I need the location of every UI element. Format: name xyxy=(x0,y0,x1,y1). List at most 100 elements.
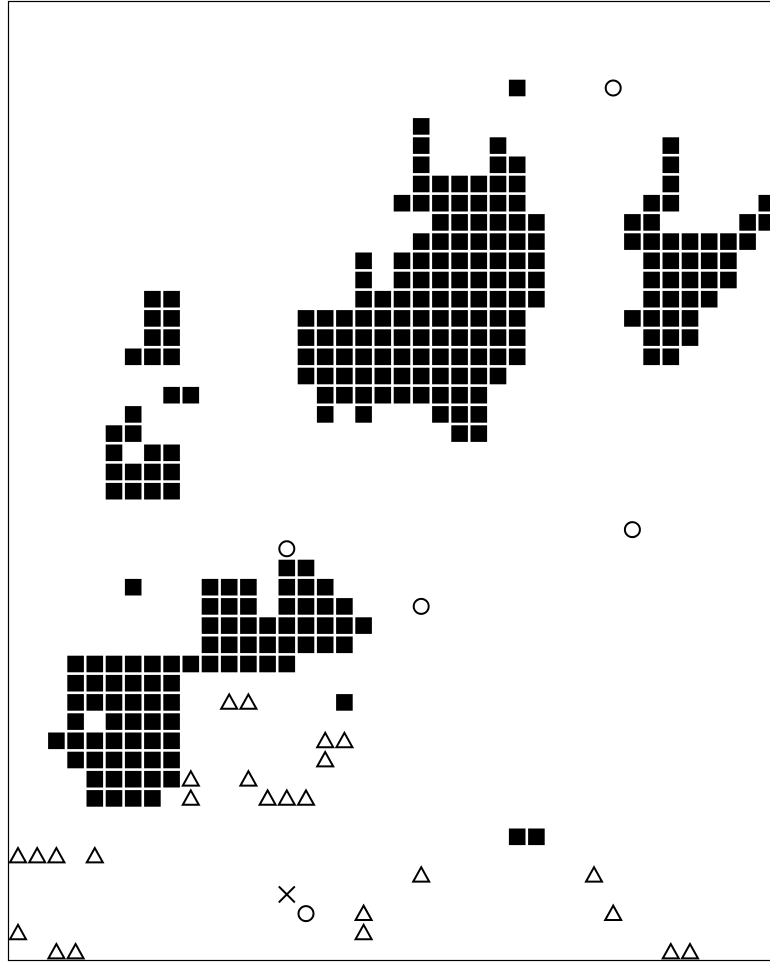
square-marker xyxy=(336,636,353,654)
square-marker xyxy=(86,674,104,692)
square-marker xyxy=(105,425,123,442)
square-marker xyxy=(508,156,526,174)
square-marker xyxy=(374,386,392,404)
square-marker xyxy=(508,194,526,212)
square-marker xyxy=(297,617,315,634)
square-marker xyxy=(451,271,468,289)
triangle-marker xyxy=(238,769,259,787)
square-marker xyxy=(182,655,200,673)
square-marker xyxy=(393,386,411,404)
square-marker xyxy=(643,290,660,308)
square-marker xyxy=(144,290,161,308)
square-marker xyxy=(432,367,449,385)
square-marker xyxy=(201,617,219,634)
circle-marker xyxy=(604,79,622,97)
square-marker xyxy=(278,598,296,615)
square-marker xyxy=(489,367,507,385)
square-marker xyxy=(393,252,411,270)
square-marker xyxy=(662,137,680,154)
triangle-marker xyxy=(257,788,278,806)
square-marker xyxy=(297,348,315,366)
triangle-marker xyxy=(181,788,201,806)
square-marker xyxy=(355,348,372,366)
square-marker xyxy=(86,694,104,711)
square-marker xyxy=(163,694,180,711)
square-marker xyxy=(355,290,372,308)
square-marker xyxy=(124,425,142,442)
square-marker xyxy=(470,367,488,385)
square-marker xyxy=(316,406,334,423)
triangle-marker xyxy=(680,941,700,960)
square-marker xyxy=(528,233,545,250)
square-marker xyxy=(336,386,353,404)
square-marker xyxy=(124,713,142,730)
triangle-marker xyxy=(411,865,431,883)
square-marker xyxy=(182,386,200,404)
square-marker xyxy=(163,386,180,404)
square-marker xyxy=(163,290,180,308)
square-marker xyxy=(412,194,430,212)
triangle-marker xyxy=(315,730,335,749)
square-marker xyxy=(278,636,296,654)
square-marker xyxy=(105,790,123,807)
square-marker xyxy=(124,482,142,500)
square-marker xyxy=(528,252,545,270)
square-marker xyxy=(163,732,180,750)
triangle-marker xyxy=(65,941,86,960)
square-marker xyxy=(662,233,680,250)
square-marker xyxy=(336,694,353,711)
triangle-marker xyxy=(334,730,355,749)
square-marker xyxy=(336,367,353,385)
square-marker xyxy=(489,194,507,212)
square-marker xyxy=(144,329,161,346)
circle-marker xyxy=(623,521,641,539)
square-marker xyxy=(240,655,257,673)
square-marker xyxy=(278,578,296,596)
square-marker xyxy=(297,578,315,596)
square-marker xyxy=(470,329,488,346)
triangle-marker xyxy=(85,845,105,864)
square-marker xyxy=(144,751,161,769)
square-marker xyxy=(662,194,680,212)
triangle-marker xyxy=(661,941,681,960)
square-marker xyxy=(144,310,161,327)
square-marker xyxy=(432,175,449,193)
square-marker xyxy=(681,233,699,250)
square-marker xyxy=(412,175,430,193)
square-marker xyxy=(144,770,161,788)
square-marker xyxy=(700,271,718,289)
square-marker xyxy=(316,329,334,346)
square-marker xyxy=(278,655,296,673)
square-marker xyxy=(432,214,449,231)
square-marker xyxy=(124,694,142,711)
square-marker xyxy=(432,233,449,250)
square-marker xyxy=(201,636,219,654)
square-marker xyxy=(316,598,334,615)
square-marker xyxy=(316,636,334,654)
square-marker xyxy=(278,617,296,634)
square-marker xyxy=(489,290,507,308)
square-marker xyxy=(163,463,180,481)
square-marker xyxy=(720,233,737,250)
square-marker xyxy=(432,252,449,270)
square-marker xyxy=(163,444,180,462)
square-marker xyxy=(470,175,488,193)
triangle-marker xyxy=(27,845,47,864)
square-marker xyxy=(336,310,353,327)
square-marker xyxy=(336,598,353,615)
square-marker xyxy=(220,598,238,615)
square-marker xyxy=(144,790,161,807)
square-marker xyxy=(470,214,488,231)
square-marker xyxy=(681,310,699,327)
square-marker xyxy=(316,617,334,634)
square-marker xyxy=(451,310,468,327)
square-marker xyxy=(432,406,449,423)
square-marker xyxy=(393,310,411,327)
square-marker xyxy=(297,367,315,385)
square-marker xyxy=(67,655,84,673)
square-marker xyxy=(297,598,315,615)
square-marker xyxy=(470,386,488,404)
square-marker xyxy=(124,770,142,788)
square-marker xyxy=(105,655,123,673)
